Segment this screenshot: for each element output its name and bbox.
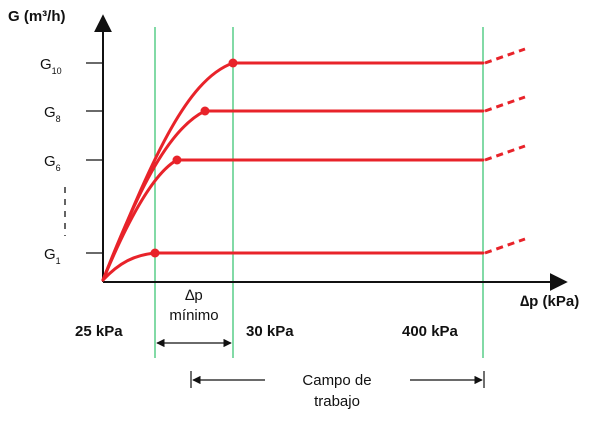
curve-g1 — [101, 251, 485, 282]
pressure-label-30kpa: 30 kPa — [246, 323, 294, 340]
knee-point-g8 — [200, 106, 210, 116]
curve-g6-extension — [484, 144, 526, 162]
knee-point-g6 — [172, 155, 182, 165]
curve-g6 — [101, 158, 485, 282]
working-range-label-line1: Campo de — [302, 372, 371, 389]
curve-label-g10: G10 — [40, 56, 62, 76]
svg-text:G1: G1 — [44, 246, 61, 266]
x-axis-label: ∆p (kPa) — [520, 293, 579, 310]
working-range-label-line2: trabajo — [314, 393, 360, 410]
pressure-label-400kpa: 400 kPa — [402, 323, 459, 340]
pressure-label-25kpa: 25 kPa — [75, 323, 123, 340]
svg-text:G10: G10 — [40, 56, 62, 76]
svg-text:G6: G6 — [44, 153, 61, 173]
delta-p-min-label-line1: ∆p — [185, 287, 203, 304]
knee-point-g1 — [150, 248, 160, 258]
delta-p-min-label-line2: mínimo — [169, 307, 218, 324]
curve-g8 — [101, 109, 485, 282]
svg-text:G8: G8 — [44, 104, 61, 124]
curve-g10 — [101, 61, 485, 282]
knee-point-g10 — [228, 58, 238, 68]
y-axis-label: G (m³/h) — [8, 8, 66, 25]
curve-label-g8: G8 — [44, 104, 61, 124]
curve-g1-extension — [484, 237, 526, 255]
curve-label-g6: G6 — [44, 153, 61, 173]
curve-label-g1: G1 — [44, 246, 61, 266]
curve-g10-extension — [484, 47, 526, 65]
curve-g8-extension — [484, 95, 526, 113]
